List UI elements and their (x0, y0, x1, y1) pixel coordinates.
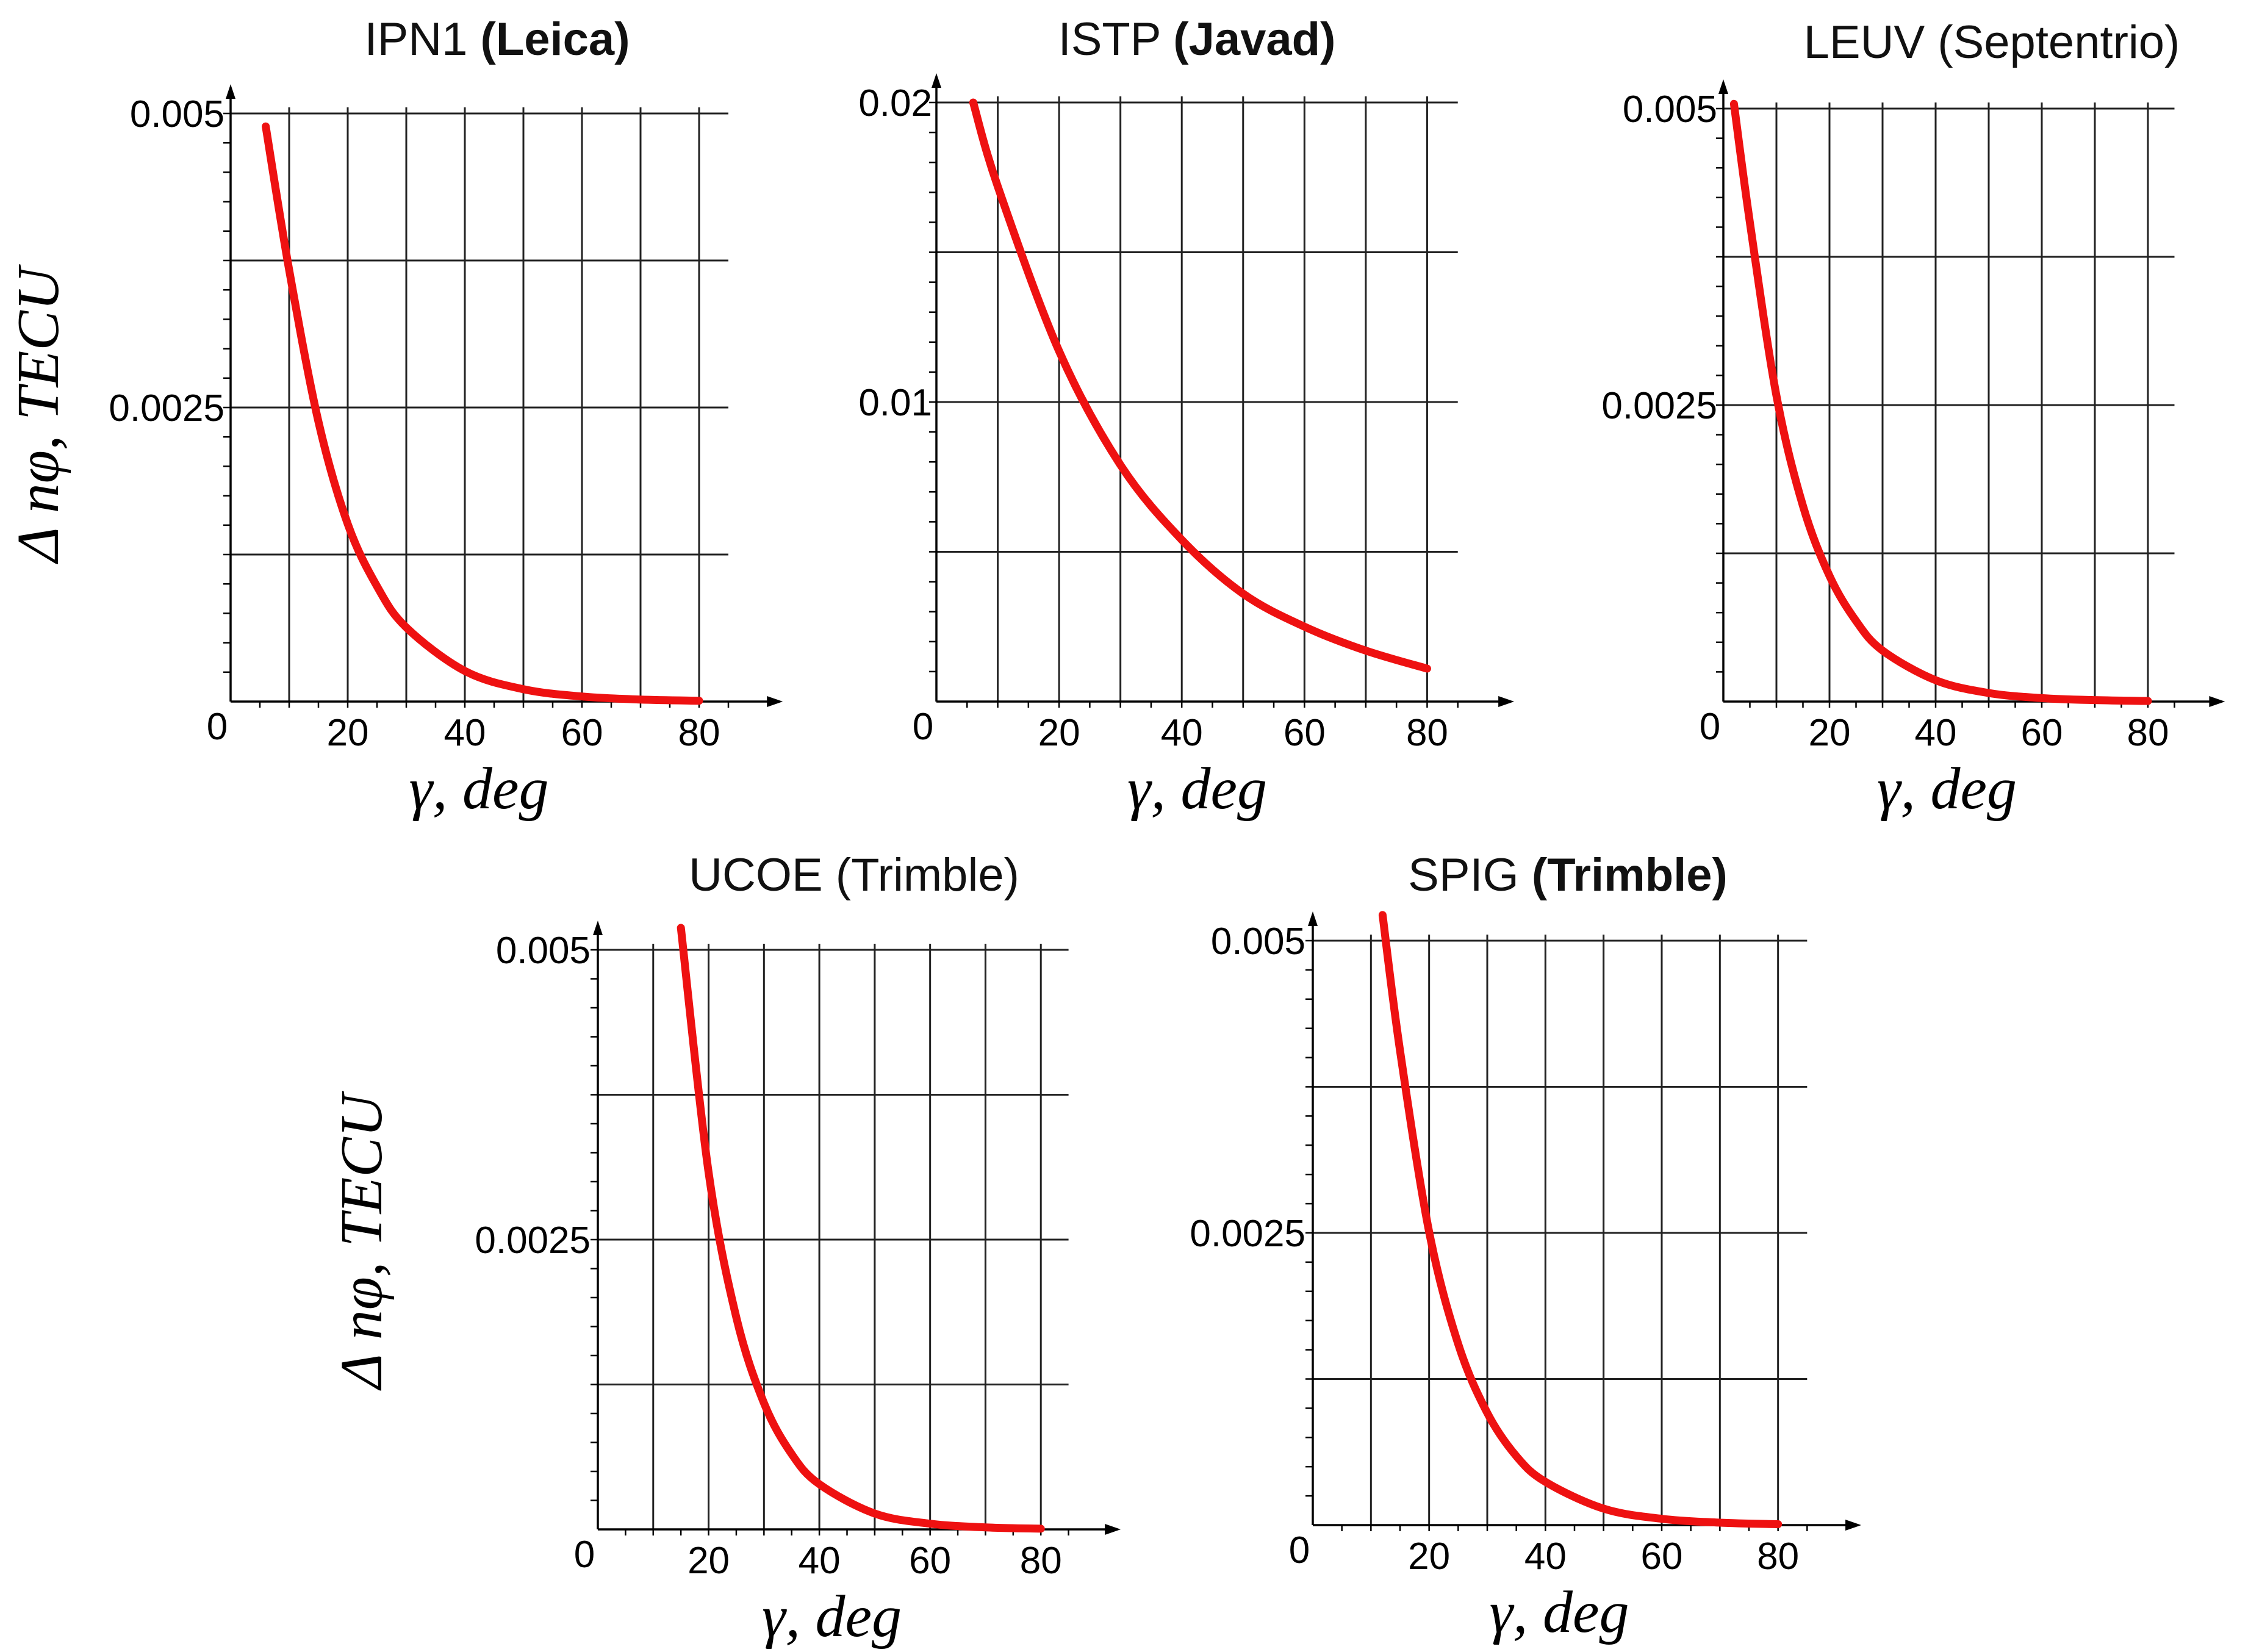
x-tick-label: 0 (1700, 706, 1720, 748)
chart-title-receiver: (Javad) (1173, 13, 1335, 65)
x-tick-label: 40 (1161, 712, 1203, 754)
data-curve-ucoe (677, 924, 1045, 1533)
chart-title-receiver: (Trimble) (1532, 849, 1728, 901)
x-axis-arrow (1498, 696, 1515, 707)
y-axis-label-bottom-row: Δ nφ, TECU (329, 1090, 395, 1391)
x-axis-label: γ, deg (762, 1584, 902, 1650)
data-curve-spig (1378, 911, 1783, 1529)
x-axis-label: γ, deg (1489, 1579, 1629, 1645)
data-curve-istp (969, 98, 1431, 673)
x-tick-label: 60 (1641, 1535, 1683, 1578)
y-tick-label: 0.005 (1211, 921, 1305, 963)
y-axis-label-top-row: Δ nφ, TECU (5, 264, 71, 564)
y-tick-label: 0.02 (858, 82, 932, 124)
x-tick-label: 40 (1915, 712, 1957, 754)
x-tick-label: 60 (2021, 712, 2063, 754)
chart-title: LEUV (Septentrio) (1804, 16, 2180, 68)
chart-title-station: ISTP (1058, 13, 1174, 65)
x-tick-label: 0 (207, 706, 228, 748)
x-tick-label: 80 (2127, 712, 2169, 754)
y-axis-arrow (226, 84, 235, 99)
x-tick-label: 80 (678, 712, 720, 754)
chart-title-receiver: (Leica) (481, 13, 630, 65)
y-tick-label: 0.005 (130, 93, 224, 135)
y-tick-label: 0.01 (858, 382, 932, 424)
x-axis-label: γ, deg (1877, 756, 2017, 822)
chart-panel-leuv: LEUV (Septentrio) 0 20 40 60 80 0.005 0.0025 γ, … (1601, 16, 2225, 822)
chart-title: IPN1 (Leica) (364, 13, 630, 65)
x-tick-label: 60 (1284, 712, 1326, 754)
x-tick-label: 20 (1038, 712, 1080, 754)
chart-panel-ucoe: UCOE (Trimble) 0 20 40 60 80 0.005 0.0025 γ, deg (475, 849, 1121, 1650)
x-tick-label: 20 (1809, 712, 1851, 754)
x-axis-arrow (2209, 696, 2225, 707)
chart-title: UCOE (Trimble) (689, 849, 1019, 901)
y-axis-arrow (1308, 911, 1318, 926)
x-tick-label: 80 (1020, 1540, 1062, 1582)
chart-panel-ipn1: IPN1 (Leica) 0 20 40 60 80 0.005 0.0025 γ, deg (109, 13, 783, 822)
x-tick-label: 0 (574, 1534, 595, 1576)
x-tick-label: 0 (1289, 1529, 1310, 1571)
x-axis-arrow (1845, 1520, 1862, 1531)
x-tick-label: 0 (913, 706, 933, 748)
x-tick-label: 80 (1406, 712, 1448, 754)
y-tick-label: 0.005 (496, 930, 591, 972)
chart-title-station: SPIG (1408, 849, 1532, 901)
y-tick-label: 0.0025 (475, 1219, 591, 1262)
x-tick-label: 20 (327, 712, 369, 754)
x-tick-label: 60 (561, 712, 603, 754)
x-tick-label: 40 (1524, 1535, 1567, 1578)
chart-panel-istp: ISTP (Javad) 0 20 40 60 80 0.02 0.01 γ, deg (858, 13, 1515, 822)
chart-title-station: UCOE (689, 849, 836, 901)
x-axis-arrow (767, 696, 783, 707)
chart-title-station: IPN1 (364, 13, 480, 65)
x-tick-label: 40 (444, 712, 486, 754)
y-axis-arrow (1718, 79, 1728, 94)
x-tick-label: 40 (799, 1540, 841, 1582)
chart-title: SPIG (Trimble) (1408, 849, 1728, 901)
x-tick-label: 60 (909, 1540, 951, 1582)
y-axis-arrow (593, 921, 603, 935)
x-axis-label: γ, deg (409, 756, 548, 822)
x-axis-label: γ, deg (1127, 756, 1267, 822)
y-tick-label: 0.0025 (1601, 385, 1717, 427)
y-axis-arrow (932, 73, 941, 88)
x-tick-label: 80 (1757, 1535, 1799, 1578)
y-tick-label: 0.005 (1623, 88, 1717, 131)
chart-title-station: LEUV (1804, 16, 1938, 68)
y-tick-label: 0.0025 (109, 387, 224, 429)
x-tick-label: 20 (688, 1540, 730, 1582)
data-curve-leuv (1729, 99, 2152, 705)
chart-title-receiver: (Trimble) (836, 849, 1019, 901)
chart-title: ISTP (Javad) (1058, 13, 1336, 65)
x-tick-label: 20 (1408, 1535, 1450, 1578)
chart-title-receiver: (Septentrio) (1937, 16, 2180, 68)
data-curve-ipn1 (262, 122, 703, 705)
x-axis-arrow (1105, 1524, 1121, 1535)
chart-panel-spig: SPIG (Trimble) 0 20 40 60 80 0.005 0.0025 γ, deg (1190, 849, 1862, 1645)
y-tick-label: 0.0025 (1190, 1213, 1305, 1255)
